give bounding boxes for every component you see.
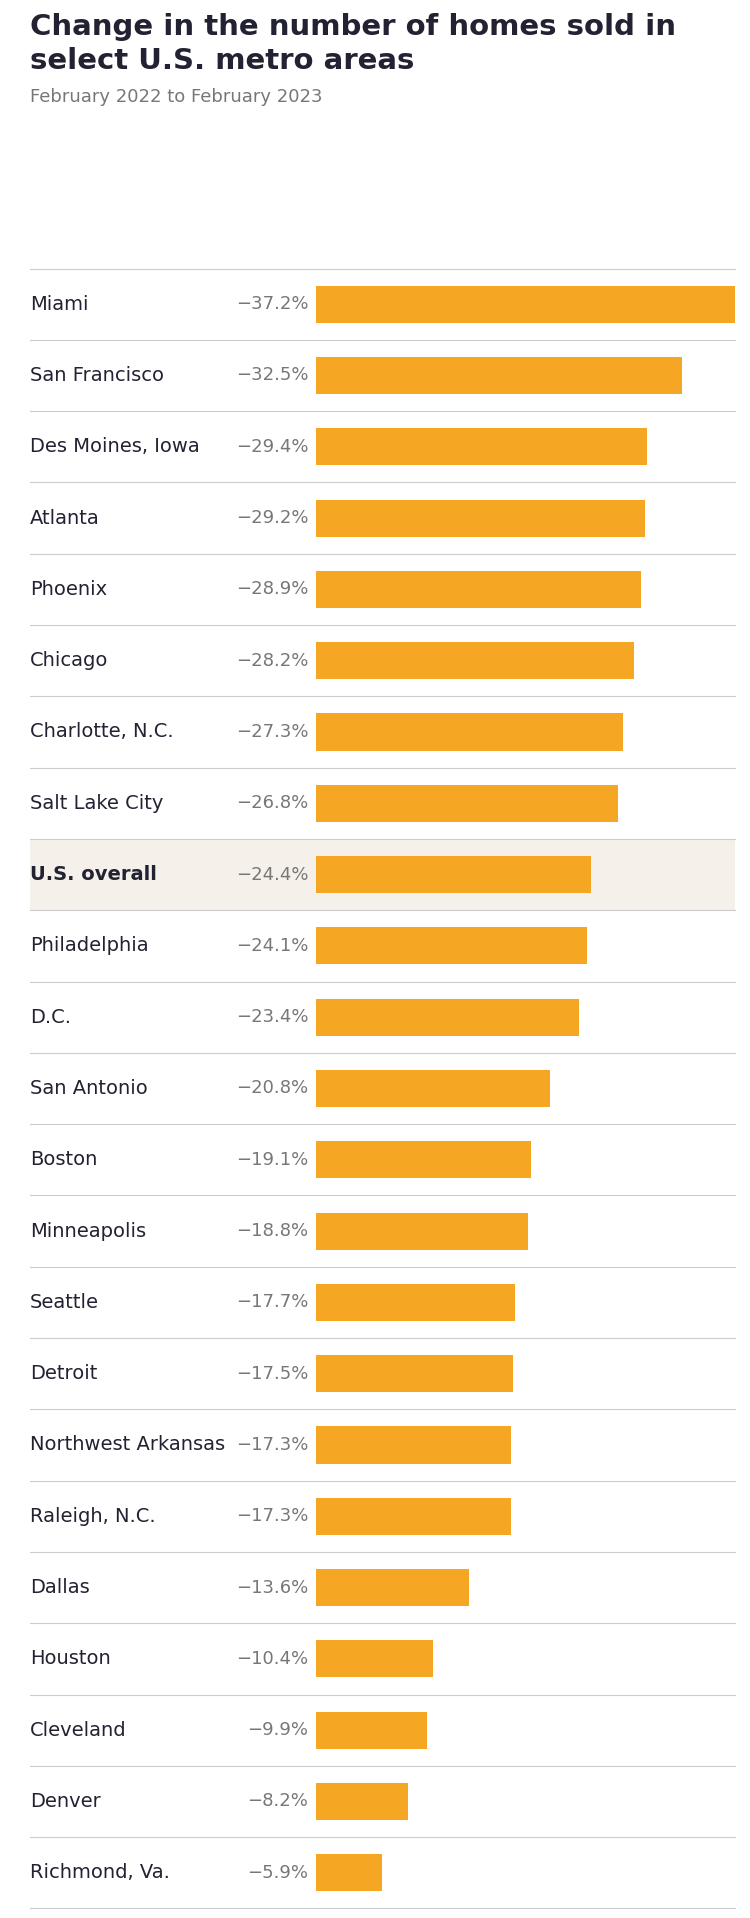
Text: Minneapolis: Minneapolis [30, 1222, 146, 1241]
Text: Boston: Boston [30, 1151, 98, 1170]
FancyBboxPatch shape [316, 784, 618, 821]
FancyBboxPatch shape [316, 1212, 527, 1251]
FancyBboxPatch shape [316, 1356, 513, 1392]
FancyBboxPatch shape [316, 1569, 469, 1605]
Text: Cleveland: Cleveland [30, 1720, 127, 1740]
Text: Northwest Arkansas: Northwest Arkansas [30, 1435, 225, 1454]
FancyBboxPatch shape [316, 1070, 550, 1107]
Text: Denver: Denver [30, 1791, 100, 1811]
FancyBboxPatch shape [316, 572, 641, 608]
Text: −27.3%: −27.3% [236, 723, 308, 740]
Text: Atlanta: Atlanta [30, 508, 100, 527]
Text: Detroit: Detroit [30, 1364, 98, 1383]
Text: −18.8%: −18.8% [236, 1222, 308, 1241]
Text: Miami: Miami [30, 295, 88, 315]
Text: Charlotte, N.C.: Charlotte, N.C. [30, 723, 173, 742]
Text: Salt Lake City: Salt Lake City [30, 794, 164, 813]
Text: −24.4%: −24.4% [236, 865, 308, 884]
Text: −26.8%: −26.8% [236, 794, 308, 811]
Text: February 2022 to February 2023: February 2022 to February 2023 [30, 88, 322, 105]
FancyBboxPatch shape [30, 838, 735, 911]
Text: Change in the number of homes sold in
select U.S. metro areas: Change in the number of homes sold in se… [30, 13, 676, 75]
FancyBboxPatch shape [316, 1640, 433, 1678]
Text: −17.3%: −17.3% [236, 1508, 308, 1525]
FancyBboxPatch shape [316, 428, 647, 466]
Text: Chicago: Chicago [30, 652, 108, 669]
Text: −17.7%: −17.7% [236, 1293, 308, 1312]
Text: −28.2%: −28.2% [236, 652, 308, 669]
Text: −29.4%: −29.4% [236, 437, 308, 456]
Text: −17.5%: −17.5% [236, 1366, 308, 1383]
Text: Houston: Houston [30, 1649, 111, 1669]
Text: −37.2%: −37.2% [236, 295, 308, 313]
Text: −5.9%: −5.9% [248, 1864, 308, 1882]
FancyBboxPatch shape [316, 499, 645, 537]
FancyBboxPatch shape [316, 1784, 408, 1820]
Text: −23.4%: −23.4% [236, 1009, 308, 1026]
Text: D.C.: D.C. [30, 1007, 71, 1026]
Text: −17.3%: −17.3% [236, 1437, 308, 1454]
FancyBboxPatch shape [316, 855, 591, 894]
FancyBboxPatch shape [316, 1498, 511, 1534]
FancyBboxPatch shape [316, 999, 580, 1036]
FancyBboxPatch shape [316, 1141, 531, 1178]
Text: Philadelphia: Philadelphia [30, 936, 148, 955]
FancyBboxPatch shape [316, 1711, 428, 1749]
Text: Richmond, Va.: Richmond, Va. [30, 1862, 170, 1882]
Text: Des Moines, Iowa: Des Moines, Iowa [30, 437, 200, 456]
FancyBboxPatch shape [316, 1283, 515, 1322]
FancyBboxPatch shape [316, 1855, 382, 1891]
Text: −19.1%: −19.1% [236, 1151, 308, 1168]
Text: −29.2%: −29.2% [236, 508, 308, 527]
Text: −24.1%: −24.1% [236, 936, 308, 955]
FancyBboxPatch shape [316, 643, 634, 679]
Text: −20.8%: −20.8% [236, 1080, 308, 1097]
FancyBboxPatch shape [316, 713, 623, 750]
Text: −8.2%: −8.2% [248, 1793, 308, 1811]
Text: −28.9%: −28.9% [236, 581, 308, 598]
Text: U.S. overall: U.S. overall [30, 865, 157, 884]
Text: Dallas: Dallas [30, 1579, 90, 1598]
Text: −32.5%: −32.5% [236, 366, 308, 384]
Text: San Antonio: San Antonio [30, 1080, 148, 1097]
Text: Raleigh, N.C.: Raleigh, N.C. [30, 1508, 156, 1525]
FancyBboxPatch shape [316, 1427, 511, 1463]
FancyBboxPatch shape [316, 286, 735, 322]
Text: −13.6%: −13.6% [236, 1579, 308, 1596]
Text: −9.9%: −9.9% [248, 1720, 308, 1740]
FancyBboxPatch shape [316, 357, 682, 393]
Text: −10.4%: −10.4% [236, 1649, 308, 1669]
Text: Seattle: Seattle [30, 1293, 99, 1312]
Text: San Francisco: San Francisco [30, 366, 164, 386]
Text: Phoenix: Phoenix [30, 579, 107, 598]
FancyBboxPatch shape [316, 926, 587, 965]
